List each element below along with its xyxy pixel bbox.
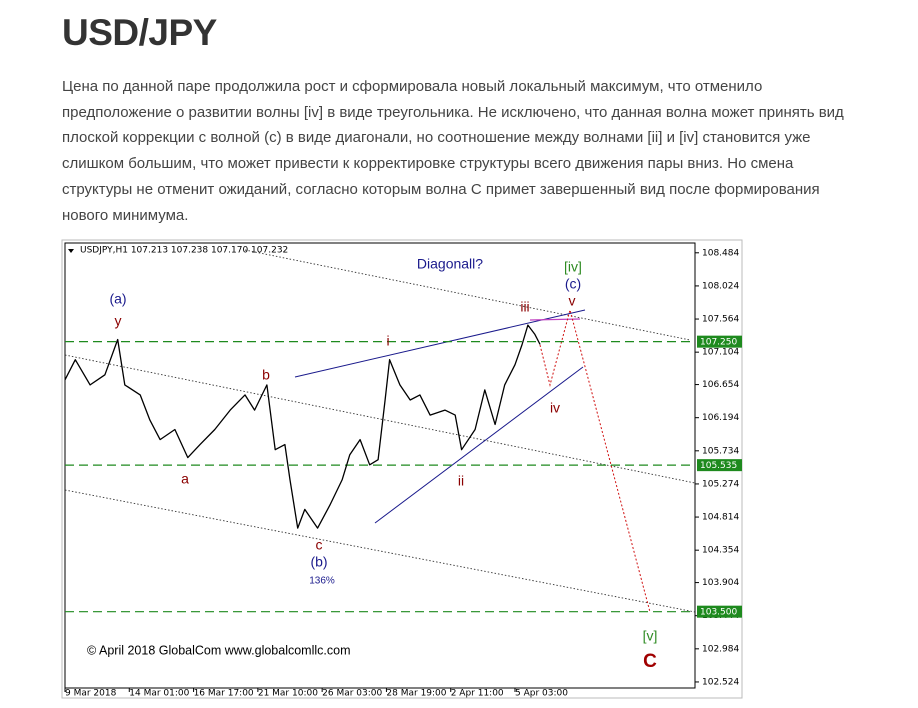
- channel-line: [64, 354, 696, 484]
- wave-label: y: [115, 313, 122, 329]
- wave-label: c: [316, 537, 323, 553]
- text-line: плоской коррекции с волной (c) в виде ди…: [62, 129, 811, 147]
- trend-lines: [294, 309, 586, 524]
- y-tick-label: 105.734: [702, 446, 739, 456]
- wave-label: [v]: [643, 628, 658, 644]
- wave-label: v: [569, 293, 576, 309]
- x-tick-label: 5 Apr 03:00: [515, 689, 568, 699]
- y-tick-label: 107.104: [702, 348, 739, 358]
- level-box: [697, 335, 742, 348]
- chart-header: USDJPY,H1 107.213 107.238 107.170 107.23…: [80, 246, 288, 256]
- y-tick-label: 102.984: [702, 644, 739, 654]
- trend-line: [294, 309, 586, 378]
- projection: [539, 308, 651, 613]
- icon: [68, 249, 74, 253]
- wave-note: 136%: [309, 576, 335, 587]
- text-line: слишком большим, что может привести к ко…: [62, 155, 794, 173]
- y-tick-label: 104.814: [702, 513, 739, 523]
- chart-frame: [61, 239, 743, 699]
- y-tick-label: 108.484: [702, 248, 739, 258]
- text-line: структуры не отменит ожиданий, согласно …: [62, 180, 820, 198]
- level-box: [697, 605, 742, 618]
- x-tick-label: 28 Mar 19:00: [386, 689, 446, 699]
- wave-label: iii: [520, 299, 529, 315]
- level-label: 107.250: [700, 338, 737, 348]
- channel-lines: [64, 249, 696, 613]
- x-tick-label: 16 Mar 17:00: [194, 689, 254, 699]
- price-line: [64, 324, 541, 529]
- x-tick-label: 14 Mar 01:00: [129, 689, 189, 699]
- x-tick-label: 26 Mar 03:00: [322, 689, 382, 699]
- title: USD/JPY: [62, 12, 217, 53]
- level-label: 103.500: [700, 608, 737, 618]
- wave-labels: (a) y a b c (b) 136% i ii iii iv v Diago…: [109, 256, 657, 672]
- marker-line: [529, 318, 581, 321]
- text-line: Цена по данной паре продолжила рост и сф…: [62, 78, 763, 95]
- text-line: нового минимума.: [62, 206, 189, 224]
- trend-line: [374, 366, 584, 524]
- x-tick-label: 21 Mar 10:00: [258, 689, 318, 699]
- y-tick-label: 104.354: [702, 546, 739, 556]
- level-label: 105.535: [700, 461, 737, 471]
- y-tick-label: 102.524: [702, 677, 739, 687]
- y-tick-label: 106.654: [702, 380, 739, 390]
- wave-label: (c): [565, 276, 581, 292]
- level-box: [697, 459, 742, 472]
- wave-label: (b): [310, 554, 327, 570]
- wave-label: a: [181, 471, 189, 487]
- y-tick-label: 105.274: [702, 479, 739, 489]
- wave-label: ii: [458, 473, 464, 489]
- wave-label: iv: [550, 400, 560, 416]
- x-tick-label: 9 Mar 2018: [65, 689, 117, 699]
- wave-label: i: [386, 333, 389, 349]
- wave-label: C: [643, 651, 657, 672]
- x-tick-label: 2 Apr 11:00: [451, 689, 504, 699]
- annotation: Diagonall?: [417, 256, 483, 272]
- y-tick-label: 106.194: [702, 413, 739, 423]
- wave-label: b: [262, 367, 270, 383]
- wave-label: (a): [109, 291, 126, 307]
- text-line: предположение о развитии волны [iv] в ви…: [62, 103, 844, 121]
- paragraph: Цена по данной паре продолжила рост и сф…: [62, 74, 844, 228]
- copyright: © April 2018 GlobalCom www.globalcomllc.…: [87, 643, 350, 657]
- channel-line: [244, 249, 691, 341]
- y-tick-label: 103.904: [702, 578, 739, 588]
- wave-label: [iv]: [564, 259, 582, 275]
- y-tick-label: 108.024: [702, 281, 739, 291]
- y-tick-label: 107.564: [702, 315, 739, 325]
